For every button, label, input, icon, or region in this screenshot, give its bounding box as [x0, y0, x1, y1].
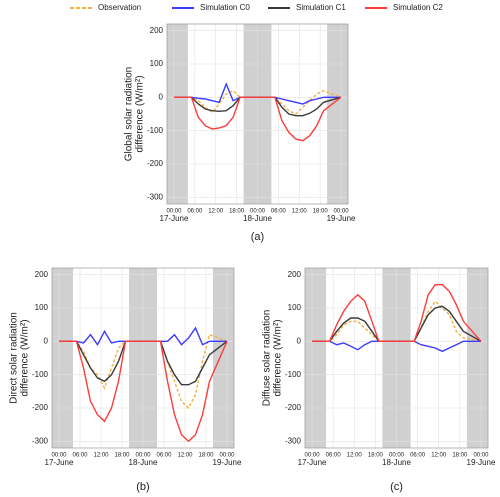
x-tick-label: 00:00 [473, 453, 489, 459]
caption: (b) [136, 481, 149, 493]
y-tick-label: -200 [285, 403, 302, 412]
night-shade [327, 24, 348, 204]
x-tick-label: 06:00 [410, 453, 426, 459]
x-tick-label: 00:00 [135, 453, 151, 459]
y-tick-label: 0 [297, 336, 302, 345]
y-tick-label: -100 [147, 126, 164, 135]
caption: (a) [251, 231, 264, 243]
x-tick-label: 18:00 [198, 453, 214, 459]
legend-label: Simulation C1 [296, 3, 346, 12]
y-tick-label: -300 [32, 436, 49, 445]
night-shade [52, 268, 73, 448]
legend-label: Simulation C2 [393, 3, 443, 12]
x-tick-label: 00:00 [389, 453, 405, 459]
x-tick-label: 06:00 [72, 453, 88, 459]
y-axis-title: difference (W/m²) [135, 75, 146, 152]
y-axis-title: Diffuse solar radiation [262, 310, 273, 407]
date-label: 19-June [327, 214, 356, 223]
x-tick-label: 12:00 [93, 453, 109, 459]
date-label: 18-June [129, 458, 158, 467]
caption: (c) [390, 481, 403, 493]
x-tick-label: 12:00 [347, 453, 363, 459]
y-tick-label: -100 [32, 370, 49, 379]
plot-frame [166, 23, 349, 205]
y-tick-label: -200 [32, 403, 49, 412]
y-tick-label: 200 [288, 270, 302, 279]
x-tick-label: 06:00 [187, 209, 203, 215]
legend-label: Simulation C0 [200, 3, 250, 12]
y-axis-title: difference (W/m²) [20, 319, 31, 396]
x-tick-label: 12:00 [431, 453, 447, 459]
x-tick-label: 12:00 [208, 209, 224, 215]
date-label: 18-June [243, 214, 272, 223]
y-tick-label: 200 [150, 26, 164, 35]
series-line [174, 96, 342, 142]
night-shade [167, 24, 188, 204]
x-tick-label: 06:00 [156, 453, 172, 459]
legend-label: Observation [98, 3, 141, 12]
x-tick-label: 00:00 [334, 209, 350, 215]
night-shade [213, 268, 234, 448]
night-shade [305, 268, 327, 448]
date-label: 17-June [160, 214, 189, 223]
x-tick-label: 00:00 [51, 453, 67, 459]
date-label: 19-June [213, 458, 242, 467]
x-tick-label: 18:00 [229, 209, 245, 215]
y-axis-title: Global solar radiation [124, 67, 135, 162]
y-tick-label: 0 [44, 336, 49, 345]
x-tick-label: 06:00 [326, 453, 342, 459]
y-tick-label: 100 [150, 59, 164, 68]
x-tick-label: 00:00 [305, 453, 321, 459]
x-tick-label: 18:00 [452, 453, 468, 459]
x-tick-label: 18:00 [313, 209, 329, 215]
y-tick-label: 100 [35, 303, 49, 312]
y-axis-title: Direct solar radiation [9, 312, 20, 404]
date-label: 17-June [298, 458, 327, 467]
y-tick-label: 100 [288, 303, 302, 312]
x-tick-label: 12:00 [292, 209, 308, 215]
y-axis-title: difference (W/m²) [273, 319, 284, 396]
x-tick-label: 00:00 [250, 209, 266, 215]
series-line [312, 284, 482, 342]
x-tick-label: 18:00 [114, 453, 130, 459]
night-shade [466, 268, 488, 448]
date-label: 19-June [467, 458, 496, 467]
y-tick-label: -300 [147, 192, 164, 201]
y-tick-label: -300 [285, 436, 302, 445]
series-line [59, 340, 228, 443]
x-tick-label: 06:00 [271, 209, 287, 215]
y-tick-label: 200 [35, 270, 49, 279]
plot-frame [304, 267, 489, 449]
x-tick-label: 18:00 [368, 453, 384, 459]
x-tick-label: 00:00 [219, 453, 235, 459]
x-tick-label: 12:00 [177, 453, 193, 459]
y-tick-label: -200 [147, 159, 164, 168]
x-tick-label: 00:00 [166, 209, 182, 215]
date-label: 17-June [45, 458, 74, 467]
y-tick-label: -100 [285, 370, 302, 379]
date-label: 18-June [382, 458, 411, 467]
y-tick-label: 0 [159, 92, 164, 101]
plot-frame [51, 267, 235, 449]
